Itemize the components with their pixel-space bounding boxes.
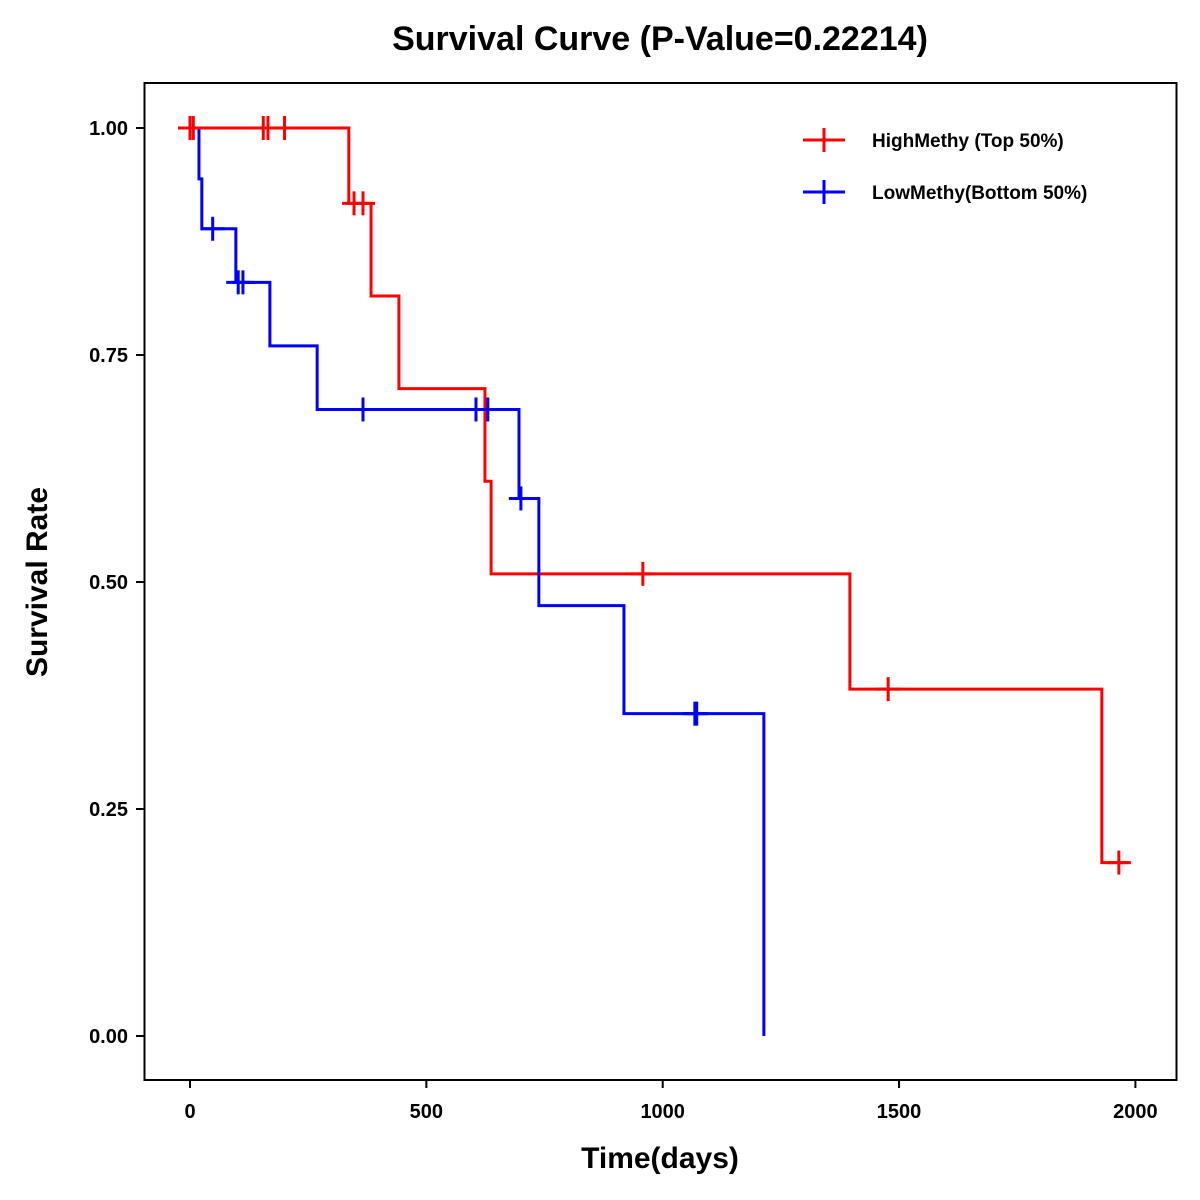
y-tick-label: 1.00 (89, 118, 128, 140)
chart-title: Survival Curve (P-Value=0.22214) (392, 20, 928, 58)
censor-mark (351, 191, 376, 216)
x-tick-label: 2000 (1113, 1101, 1158, 1123)
y-axis-label: Survival Rate (21, 487, 54, 677)
x-axis: 0 500 1000 1500 2000 (184, 1080, 1158, 1123)
censor-mark (508, 486, 533, 511)
x-tick-label: 1500 (877, 1101, 922, 1123)
legend-item: LowMethy(Bottom 50%) (803, 180, 1087, 204)
censor-mark (272, 116, 297, 140)
censor-mark (200, 216, 225, 241)
plot-panel-border (143, 82, 1178, 1081)
x-tick-label: 500 (410, 1101, 443, 1123)
censor-mark (876, 677, 901, 702)
legend-key-cross-icon (803, 180, 845, 204)
censor-mark (684, 701, 709, 726)
x-tick-label: 1000 (640, 1101, 685, 1123)
survival-curve-high (190, 126, 1130, 865)
censor-mark (475, 397, 500, 422)
y-tick-label: 0.50 (89, 572, 128, 594)
censor-mark (1106, 850, 1131, 875)
y-axis: 0.00 0.25 0.50 0.75 1.00 (89, 118, 144, 1048)
y-tick-label: 0.25 (89, 799, 128, 821)
legend-label: LowMethy(Bottom 50%) (872, 183, 1087, 204)
censor-mark (230, 270, 255, 295)
x-tick-label: 0 (184, 1101, 195, 1123)
survival-curve-low (190, 126, 766, 1036)
legend-item: HighMethy (Top 50%) (803, 128, 1064, 152)
censor-mark (181, 116, 206, 140)
censor-marks (178, 116, 1131, 875)
survival-curves (190, 126, 1130, 1036)
censor-mark (630, 561, 655, 586)
y-tick-label: 0.00 (89, 1026, 128, 1048)
y-tick-label: 0.75 (89, 345, 128, 367)
legend: HighMethy (Top 50%) LowMethy(Bottom 50%) (803, 128, 1087, 204)
legend-label: HighMethy (Top 50%) (872, 131, 1064, 152)
censor-mark (351, 397, 376, 422)
x-axis-label: Time(days) (581, 1142, 739, 1175)
legend-key-cross-icon (803, 128, 845, 152)
